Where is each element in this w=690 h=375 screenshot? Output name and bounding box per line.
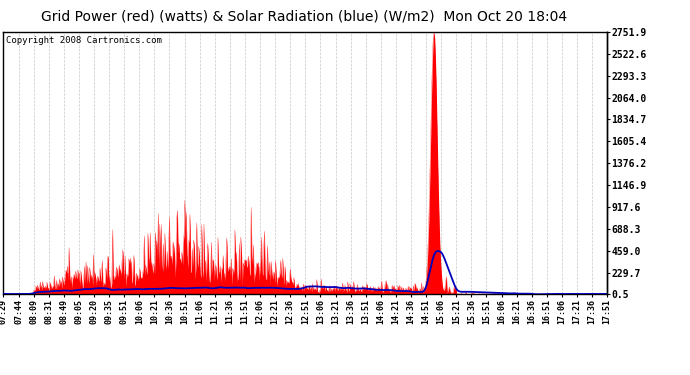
Text: Grid Power (red) (watts) & Solar Radiation (blue) (W/m2)  Mon Oct 20 18:04: Grid Power (red) (watts) & Solar Radiati… <box>41 9 566 23</box>
Text: Copyright 2008 Cartronics.com: Copyright 2008 Cartronics.com <box>6 36 162 45</box>
